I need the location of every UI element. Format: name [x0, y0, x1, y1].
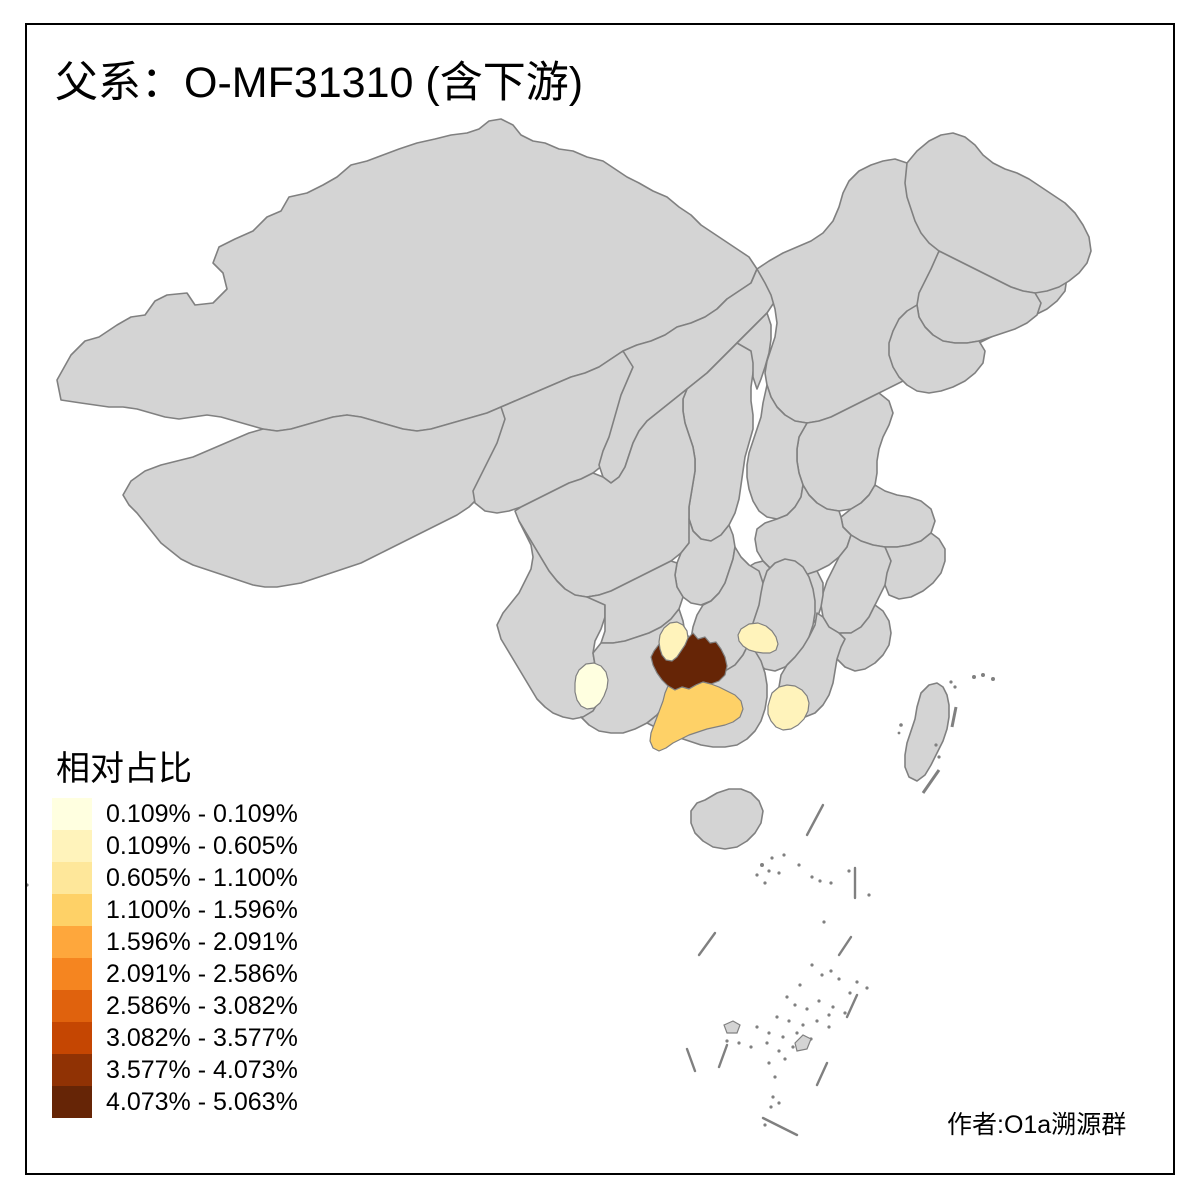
south-china-sea-islands [27, 853, 871, 1127]
province-liaoning [888, 304, 986, 394]
page-title: 父系：O-MF31310 (含下游) [55, 59, 584, 107]
legend-item[interactable]: 3.577% - 4.073% [52, 1053, 382, 1086]
province-qinghai [472, 350, 638, 514]
legend-swatch [52, 1085, 92, 1118]
map-canvas [27, 25, 1173, 1173]
legend-swatch [52, 1053, 92, 1086]
legend-label: 1.100% - 1.596% [106, 895, 298, 924]
legend-item[interactable]: 2.586% - 3.082% [52, 989, 382, 1022]
region-hotspot-south[interactable] [649, 681, 744, 752]
legend-label: 3.577% - 4.073% [106, 1055, 298, 1084]
legend-label: 2.091% - 2.586% [106, 959, 298, 988]
taiwan-strait-dashes [921, 706, 958, 794]
legend-label: 0.109% - 0.109% [106, 799, 298, 828]
legend-title: 相对占比 [56, 750, 192, 788]
legend-swatch [52, 861, 92, 894]
legend-swatch [52, 797, 92, 830]
author-credit: 作者:O1a溯源群 [947, 1111, 1127, 1139]
legend-item[interactable]: 1.596% - 2.091% [52, 925, 382, 958]
legend-label: 1.596% - 2.091% [106, 927, 298, 956]
region-southeast-patch[interactable] [767, 684, 810, 731]
map-data-layer [574, 621, 810, 752]
province-ningxia [736, 312, 772, 390]
legend-swatch [52, 893, 92, 926]
province-jiangsu [884, 532, 946, 600]
region-north-patch[interactable] [658, 621, 689, 662]
offshore-island-dots [897, 673, 995, 759]
legend-item[interactable]: 2.091% - 2.586% [52, 957, 382, 990]
south-china-sea-dash-line [685, 803, 859, 1137]
legend-swatch [52, 829, 92, 862]
legend-swatch [52, 925, 92, 958]
legend-item[interactable]: 0.605% - 1.100% [52, 861, 382, 894]
legend-label: 0.605% - 1.100% [106, 863, 298, 892]
legend-item[interactable]: 0.109% - 0.605% [52, 829, 382, 862]
province-xizang [122, 400, 528, 588]
legend-item[interactable]: 1.100% - 1.596% [52, 893, 382, 926]
province-guizhou [586, 560, 684, 644]
legend-item[interactable]: 4.073% - 5.063% [52, 1085, 382, 1118]
map-base-layer [56, 118, 1092, 850]
legend-label: 4.073% - 5.063% [106, 1087, 298, 1116]
legend-label: 2.586% - 3.082% [106, 991, 298, 1020]
legend-item[interactable]: 3.082% - 3.577% [52, 1021, 382, 1054]
province-heilongjiang [904, 132, 1092, 294]
region-west-patch[interactable] [574, 662, 609, 710]
china-choropleth-map[interactable] [27, 25, 1173, 1173]
province-hainan [690, 788, 764, 850]
legend-swatch [52, 957, 92, 990]
legend: 相对占比 0.109% - 0.109% 0.109% - 0.605% 0.6… [52, 750, 382, 1118]
region-east-patch[interactable] [737, 622, 779, 654]
legend-swatch [52, 1021, 92, 1054]
province-taiwan [904, 682, 950, 782]
legend-label: 3.082% - 3.577% [106, 1023, 298, 1052]
legend-label: 0.109% - 0.605% [106, 831, 298, 860]
legend-swatch [52, 989, 92, 1022]
legend-item[interactable]: 0.109% - 0.109% [52, 797, 382, 830]
